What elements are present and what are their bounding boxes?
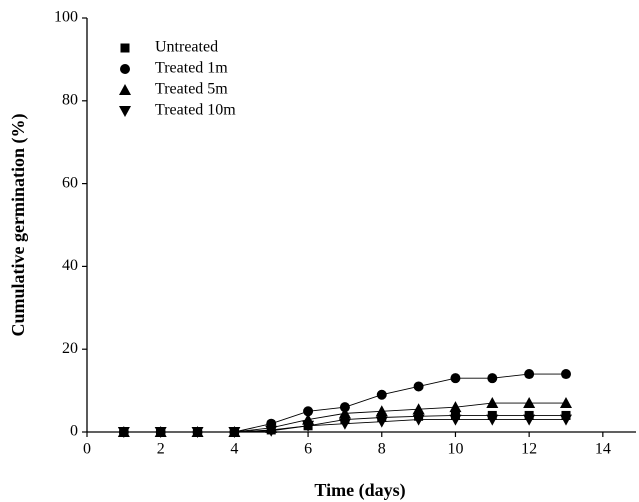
marker xyxy=(486,414,499,426)
legend-label: Treated 1m xyxy=(155,60,228,77)
marker xyxy=(338,407,351,419)
marker xyxy=(559,414,572,426)
y-tick-label: 100 xyxy=(54,9,78,26)
legend-label: Treated 5m xyxy=(155,81,228,98)
marker xyxy=(119,84,131,95)
y-tick-label: 40 xyxy=(62,257,78,274)
marker xyxy=(412,403,425,415)
marker xyxy=(120,64,130,74)
marker xyxy=(119,106,131,117)
y-axis-title: Cumulative germination (%) xyxy=(8,114,29,337)
marker xyxy=(449,401,462,413)
marker xyxy=(560,369,571,380)
x-tick-label: 2 xyxy=(157,441,165,458)
marker xyxy=(523,414,536,426)
marker xyxy=(413,381,424,392)
marker xyxy=(375,416,388,428)
marker xyxy=(449,414,462,426)
marker xyxy=(265,425,278,437)
marker xyxy=(559,397,572,409)
marker xyxy=(450,373,461,384)
y-tick-label: 60 xyxy=(62,174,78,191)
marker xyxy=(523,397,536,409)
marker xyxy=(487,373,498,384)
marker xyxy=(339,402,350,413)
marker xyxy=(117,427,130,438)
marker xyxy=(120,43,130,53)
y-tick-label: 80 xyxy=(62,91,78,108)
marker xyxy=(486,397,499,409)
marker xyxy=(154,427,167,438)
marker xyxy=(303,406,314,417)
legend-label: Untreated xyxy=(155,39,218,56)
y-tick-label: 0 xyxy=(70,423,78,440)
marker xyxy=(412,414,425,426)
x-tick-label: 14 xyxy=(595,441,611,458)
x-tick-label: 4 xyxy=(230,441,238,458)
marker xyxy=(302,420,315,432)
marker xyxy=(375,405,388,417)
y-tick-label: 20 xyxy=(62,340,78,357)
marker xyxy=(376,389,387,400)
x-tick-label: 8 xyxy=(378,441,386,458)
x-tick-label: 10 xyxy=(447,441,463,458)
marker xyxy=(338,418,351,430)
marker xyxy=(228,427,241,438)
x-tick-label: 0 xyxy=(83,441,91,458)
x-tick-label: 12 xyxy=(521,441,537,458)
marker xyxy=(191,427,204,438)
marker xyxy=(524,369,535,380)
x-tick-label: 6 xyxy=(304,441,312,458)
x-axis-title: Time (days) xyxy=(314,480,405,501)
legend-label: Treated 10m xyxy=(155,102,236,119)
